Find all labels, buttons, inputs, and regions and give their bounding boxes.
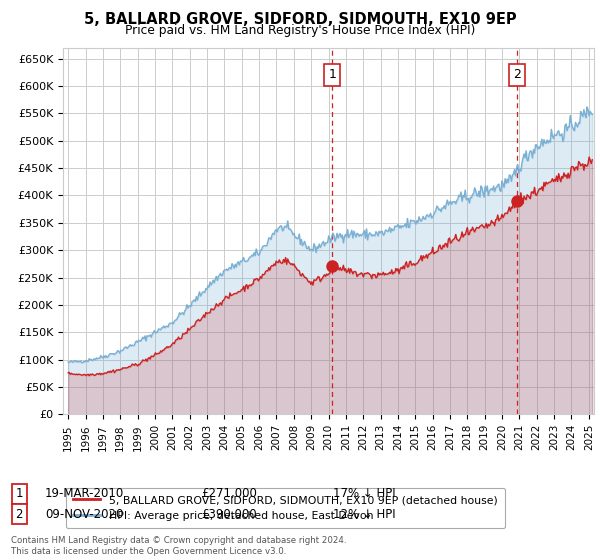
Text: Price paid vs. HM Land Registry's House Price Index (HPI): Price paid vs. HM Land Registry's House …: [125, 24, 475, 36]
Legend: 5, BALLARD GROVE, SIDFORD, SIDMOUTH, EX10 9EP (detached house), HPI: Average pri: 5, BALLARD GROVE, SIDFORD, SIDMOUTH, EX1…: [66, 488, 505, 528]
Text: 17% ↓ HPI: 17% ↓ HPI: [333, 487, 395, 501]
Text: Contains HM Land Registry data © Crown copyright and database right 2024.
This d: Contains HM Land Registry data © Crown c…: [11, 536, 346, 556]
Text: 2: 2: [16, 507, 23, 521]
Text: £390,000: £390,000: [201, 507, 257, 521]
Text: 12% ↓ HPI: 12% ↓ HPI: [333, 507, 395, 521]
Text: 1: 1: [328, 68, 336, 81]
Text: 1: 1: [16, 487, 23, 501]
Text: £271,000: £271,000: [201, 487, 257, 501]
Text: 2: 2: [513, 68, 521, 81]
Text: 09-NOV-2020: 09-NOV-2020: [45, 507, 124, 521]
Text: 5, BALLARD GROVE, SIDFORD, SIDMOUTH, EX10 9EP: 5, BALLARD GROVE, SIDFORD, SIDMOUTH, EX1…: [83, 12, 517, 27]
Text: 19-MAR-2010: 19-MAR-2010: [45, 487, 124, 501]
